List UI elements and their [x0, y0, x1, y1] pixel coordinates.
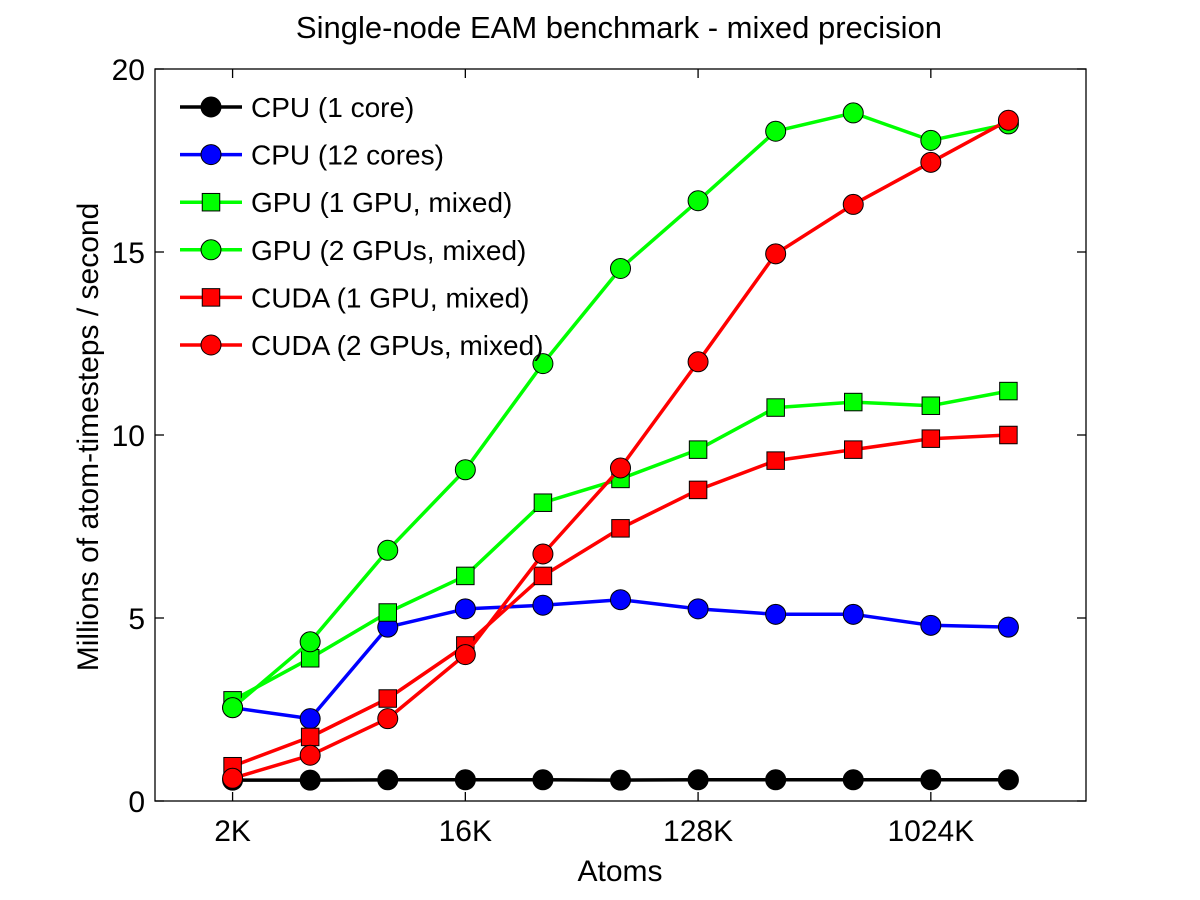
- data-point: [378, 689, 397, 708]
- legend-label: GPU (1 GPU, mixed): [251, 187, 512, 218]
- y-tick-label: 20: [112, 54, 145, 87]
- data-point: [920, 769, 942, 791]
- x-tick-label: 16K: [439, 815, 492, 848]
- data-point: [766, 451, 785, 470]
- data-point: [454, 644, 476, 666]
- data-point: [920, 151, 942, 173]
- data-point: [377, 769, 399, 791]
- data-point: [997, 616, 1019, 638]
- y-tick-label: 15: [112, 237, 145, 270]
- legend-marker: [200, 144, 222, 166]
- legend-marker: [201, 288, 221, 307]
- series-6: [222, 109, 1019, 789]
- data-point: [377, 539, 399, 561]
- data-point: [688, 480, 708, 500]
- data-point: [842, 102, 864, 124]
- data-point: [842, 769, 864, 791]
- data-point: [842, 603, 864, 625]
- data-point: [921, 429, 941, 448]
- data-point: [454, 459, 476, 481]
- data-point: [533, 566, 553, 586]
- legend-item: GPU (1 GPU, mixed): [180, 187, 512, 218]
- legend-item: GPU (2 GPUs, mixed): [180, 235, 526, 266]
- y-tick-label: 0: [128, 786, 145, 819]
- data-point: [377, 708, 399, 730]
- data-point: [533, 493, 553, 512]
- data-point: [299, 708, 321, 730]
- data-point: [532, 543, 554, 565]
- legend-label: CPU (12 cores): [251, 140, 444, 171]
- data-point: [842, 193, 864, 215]
- data-point: [921, 396, 941, 415]
- data-point: [456, 566, 475, 586]
- plot-area: [154, 68, 1087, 802]
- data-point: [844, 392, 863, 412]
- data-point: [454, 598, 476, 620]
- data-point: [765, 120, 787, 142]
- data-point: [532, 594, 554, 616]
- data-point: [766, 398, 785, 417]
- data-point: [844, 440, 863, 459]
- series-2: [222, 589, 1019, 730]
- data-point: [765, 769, 787, 791]
- data-point: [610, 769, 631, 791]
- y-tick-label: 5: [128, 603, 145, 636]
- series-layer: [222, 102, 1019, 791]
- data-point: [765, 603, 787, 625]
- legend-item: CPU (1 core): [180, 92, 414, 123]
- data-point: [610, 257, 631, 279]
- data-point: [687, 598, 709, 620]
- data-point: [610, 457, 631, 479]
- data-point: [997, 109, 1019, 131]
- data-point: [454, 769, 476, 791]
- y-axis-label: Millions of atom-timesteps / second: [72, 203, 105, 672]
- data-point: [611, 519, 630, 538]
- chart-title: Single-node EAM benchmark - mixed precis…: [296, 10, 942, 45]
- legend-marker: [200, 239, 222, 261]
- legend-label: CUDA (2 GPUs, mixed): [251, 330, 544, 361]
- x-tick-label: 128K: [663, 815, 733, 848]
- legend-label: GPU (2 GPUs, mixed): [251, 235, 526, 266]
- data-point: [299, 631, 321, 653]
- data-point: [532, 353, 554, 375]
- x-tick-label: 2K: [214, 815, 251, 848]
- data-point: [920, 129, 942, 151]
- data-point: [610, 589, 631, 611]
- data-point: [299, 744, 321, 766]
- axis-ticks: 2K 16K 128K 1024K 0 5 10 15 20: [112, 54, 1086, 848]
- series-3: [223, 381, 1018, 710]
- data-point: [687, 190, 709, 212]
- legend-item: CUDA (2 GPUs, mixed): [180, 330, 544, 361]
- data-point: [222, 767, 244, 789]
- legend-label: CPU (1 core): [251, 92, 414, 123]
- data-point: [532, 769, 554, 791]
- y-tick-label: 10: [112, 420, 145, 453]
- x-tick-label: 1024K: [887, 815, 974, 848]
- data-point: [222, 697, 244, 719]
- legend-label: CUDA (1 GPU, mixed): [251, 282, 530, 313]
- data-point: [765, 243, 787, 265]
- data-point: [997, 769, 1019, 791]
- data-point: [378, 603, 397, 622]
- data-point: [999, 425, 1018, 445]
- x-axis-label: Atoms: [577, 855, 662, 888]
- legend: CPU (1 core) CPU (12 cores) GPU (1 GPU, mi…: [180, 92, 544, 361]
- data-point: [687, 351, 709, 373]
- data-point: [920, 614, 942, 636]
- legend-marker: [201, 192, 221, 212]
- legend-marker: [200, 334, 222, 356]
- data-point: [300, 727, 320, 747]
- data-point: [688, 440, 708, 459]
- data-point: [687, 769, 709, 791]
- legend-marker: [200, 96, 222, 118]
- data-point: [999, 381, 1018, 401]
- legend-item: CPU (12 cores): [180, 140, 444, 171]
- legend-item: CUDA (1 GPU, mixed): [180, 282, 530, 313]
- data-point: [299, 769, 321, 791]
